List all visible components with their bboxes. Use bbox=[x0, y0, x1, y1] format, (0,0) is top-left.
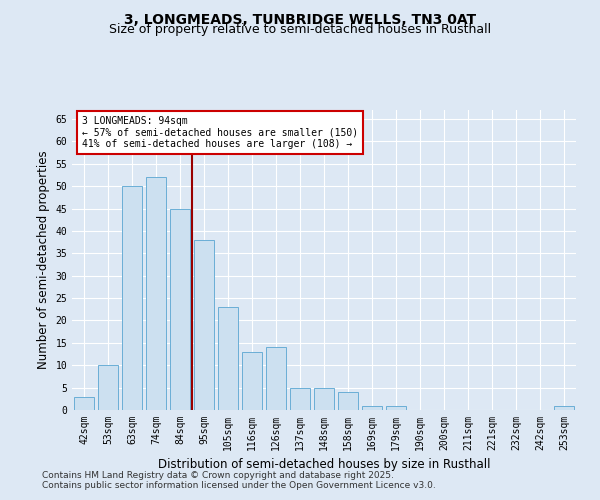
Bar bbox=[146, 177, 166, 410]
Bar bbox=[266, 348, 286, 410]
Text: 3 LONGMEADS: 94sqm
← 57% of semi-detached houses are smaller (150)
41% of semi-d: 3 LONGMEADS: 94sqm ← 57% of semi-detache… bbox=[82, 116, 358, 149]
Bar bbox=[122, 186, 142, 410]
Bar bbox=[218, 307, 238, 410]
Bar bbox=[314, 388, 334, 410]
Bar bbox=[194, 240, 214, 410]
Bar bbox=[386, 406, 406, 410]
X-axis label: Distribution of semi-detached houses by size in Rusthall: Distribution of semi-detached houses by … bbox=[158, 458, 490, 471]
Y-axis label: Number of semi-detached properties: Number of semi-detached properties bbox=[37, 150, 50, 370]
Bar bbox=[98, 365, 118, 410]
Bar bbox=[362, 406, 382, 410]
Text: 3, LONGMEADS, TUNBRIDGE WELLS, TN3 0AT: 3, LONGMEADS, TUNBRIDGE WELLS, TN3 0AT bbox=[124, 12, 476, 26]
Bar bbox=[290, 388, 310, 410]
Bar bbox=[554, 406, 574, 410]
Text: Contains HM Land Registry data © Crown copyright and database right 2025.: Contains HM Land Registry data © Crown c… bbox=[42, 471, 394, 480]
Bar bbox=[242, 352, 262, 410]
Text: Size of property relative to semi-detached houses in Rusthall: Size of property relative to semi-detach… bbox=[109, 22, 491, 36]
Bar bbox=[338, 392, 358, 410]
Text: Contains public sector information licensed under the Open Government Licence v3: Contains public sector information licen… bbox=[42, 481, 436, 490]
Bar bbox=[170, 208, 190, 410]
Bar bbox=[74, 396, 94, 410]
